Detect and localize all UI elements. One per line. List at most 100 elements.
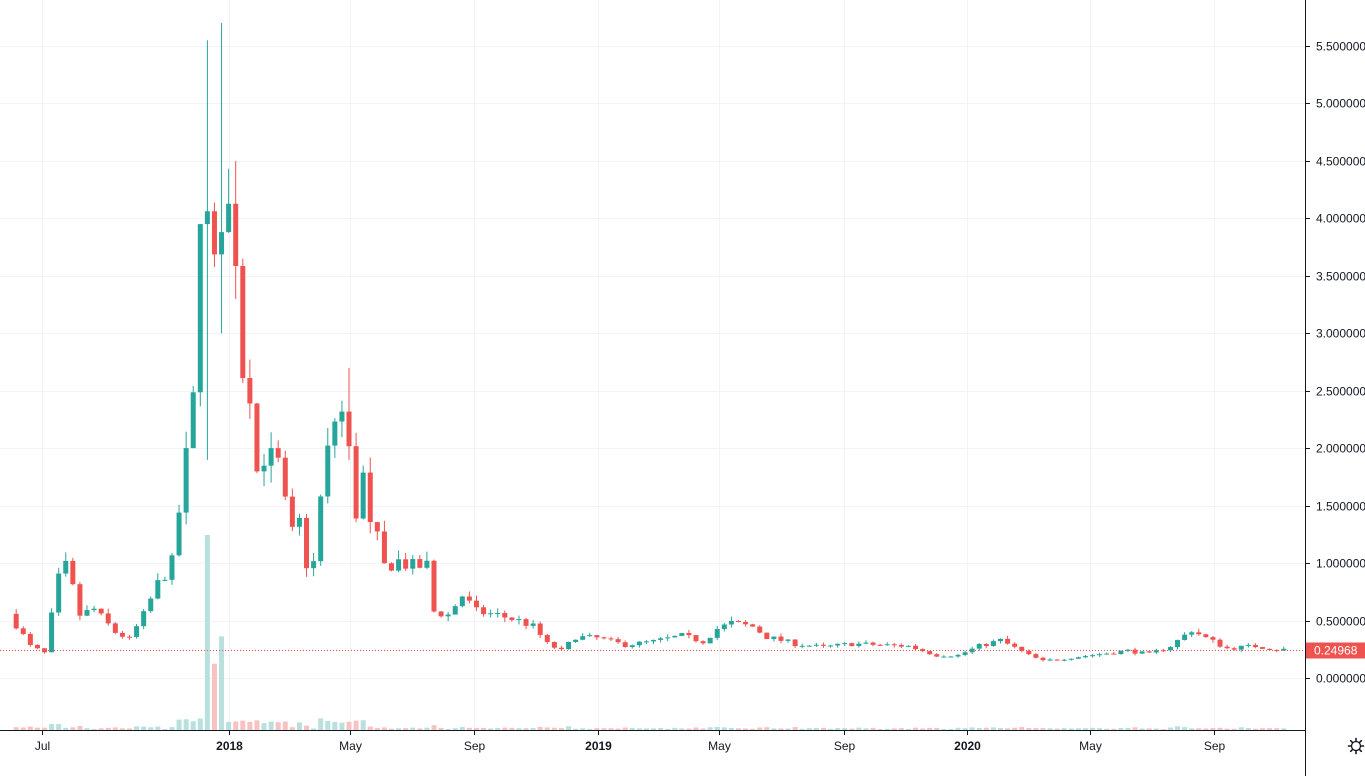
candle [658,636,664,643]
volume-bar [735,728,741,730]
volume-bar [580,728,586,730]
volume-bar [1019,727,1025,730]
volume-bar [898,728,904,730]
candle [629,644,635,649]
candle [743,620,749,627]
candle [778,633,784,644]
volume-bar [148,727,154,730]
volume-bar [551,727,557,730]
volume-bar [431,725,437,730]
volume-bar [112,727,118,730]
chart-settings-button[interactable] [1343,735,1365,757]
volume-bar [721,727,727,730]
candle [296,513,302,536]
volume-bar [1167,727,1173,730]
candle [835,643,841,648]
candle [1026,649,1032,656]
volume-bar [870,727,876,730]
candle [898,643,904,649]
candle [34,644,40,650]
candle [863,640,869,645]
candle [126,635,132,640]
volume-bar [1040,728,1046,730]
volume-bar [1260,728,1266,730]
candle [615,636,621,644]
time-tick-label: Sep [464,739,486,753]
gear-icon [1347,737,1365,755]
volume-bar [1061,728,1067,730]
price-axis[interactable]: 5.500000 5.000000 4.500000 4.000000 3.500000… [1305,40,1365,686]
candle [849,642,855,647]
volume-bar [636,728,642,730]
volume-bar [544,727,550,730]
candle [1097,652,1103,658]
candle [1281,646,1287,651]
candle [1153,648,1159,655]
candle [169,553,175,585]
volume-bar [884,728,890,730]
candle [679,632,685,637]
volume-bar [63,727,69,730]
candle [636,640,642,648]
time-tick-label: May [1079,739,1102,753]
candle [757,625,763,634]
volume-bar [1203,728,1209,730]
candle [311,553,317,577]
volume-bar [1111,728,1117,730]
time-axis[interactable]: Jul 2018 May Sep 2019 May Sep 2020 May Sep [35,730,1226,753]
candle [367,457,373,534]
price-tick-label: 0.000000 [1316,672,1365,686]
volume-bar [396,728,402,730]
candle [1125,648,1131,653]
volume-bar [969,727,975,730]
candle [1104,652,1110,655]
volume-bar [502,727,508,730]
candle [941,655,947,658]
volume-bar [211,663,217,730]
candle [403,552,409,571]
volume-bar [282,721,288,730]
volume-bar [98,728,104,730]
volume-bar [261,723,267,730]
candle [346,367,352,460]
candle [318,494,324,566]
candle [721,622,727,632]
volume-bar [537,726,543,730]
candle [551,641,557,650]
volume-bar [891,728,897,730]
candle [998,638,1003,644]
candle [1245,643,1251,648]
volume-bar [34,727,40,730]
volume-bar [417,728,423,730]
volume-bar [240,720,246,730]
candle [792,639,798,648]
candle [665,634,671,642]
volume-bar [304,725,310,730]
volume-bar [509,727,515,730]
volume-bar [962,728,968,730]
candle [233,160,239,299]
candle [1189,631,1195,638]
candle [396,550,402,573]
candle [219,22,225,334]
candle [63,552,69,577]
volume-bar [920,728,926,730]
candle [884,642,890,646]
volume-bar [452,728,458,730]
volume-bar [247,721,253,730]
volume-bar [1210,728,1216,730]
candle [1033,653,1039,659]
time-tick-label: 2019 [585,739,612,753]
last-price-tag: 0.24968 [1306,642,1365,659]
volume-bar [665,728,671,730]
volume-bar [1267,728,1273,730]
candle [983,643,989,649]
volume-bar [976,727,982,730]
candle [516,615,522,625]
volume-bar [785,728,791,730]
candle [1231,646,1237,651]
candle [112,622,118,635]
candle [282,450,288,501]
candle [1047,658,1053,661]
